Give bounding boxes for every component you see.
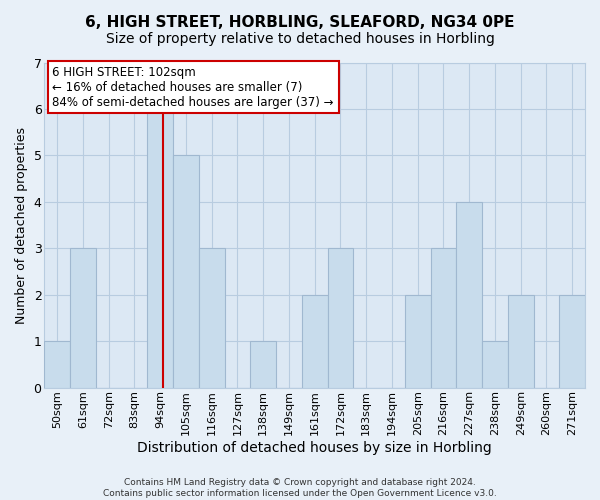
Text: Contains HM Land Registry data © Crown copyright and database right 2024.
Contai: Contains HM Land Registry data © Crown c… xyxy=(103,478,497,498)
Bar xyxy=(328,248,353,388)
Bar xyxy=(250,341,276,388)
Bar xyxy=(508,294,533,388)
Bar xyxy=(199,248,224,388)
Y-axis label: Number of detached properties: Number of detached properties xyxy=(15,126,28,324)
Text: Size of property relative to detached houses in Horbling: Size of property relative to detached ho… xyxy=(106,32,494,46)
Bar xyxy=(482,341,508,388)
Bar xyxy=(559,294,585,388)
Bar xyxy=(44,341,70,388)
X-axis label: Distribution of detached houses by size in Horbling: Distribution of detached houses by size … xyxy=(137,441,492,455)
Bar xyxy=(70,248,96,388)
Bar xyxy=(405,294,431,388)
Bar xyxy=(431,248,456,388)
Bar xyxy=(148,109,173,388)
Text: 6, HIGH STREET, HORBLING, SLEAFORD, NG34 0PE: 6, HIGH STREET, HORBLING, SLEAFORD, NG34… xyxy=(85,15,515,30)
Bar xyxy=(302,294,328,388)
Text: 6 HIGH STREET: 102sqm
← 16% of detached houses are smaller (7)
84% of semi-detac: 6 HIGH STREET: 102sqm ← 16% of detached … xyxy=(52,66,334,109)
Bar xyxy=(456,202,482,388)
Bar xyxy=(173,156,199,388)
